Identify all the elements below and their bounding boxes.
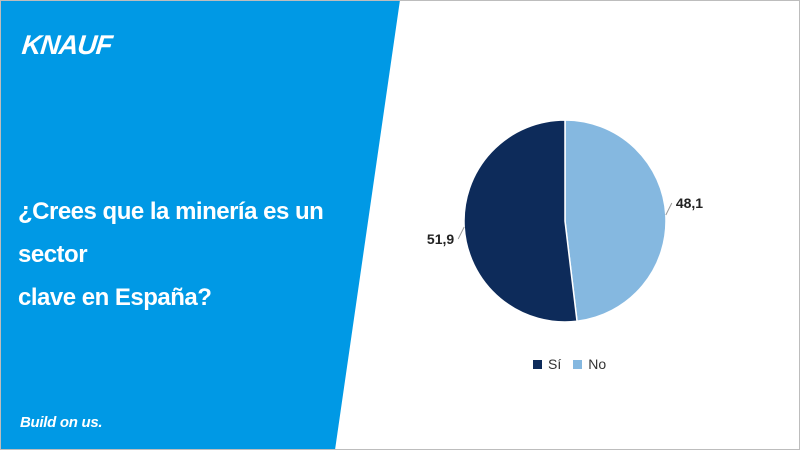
pie-slice-si [463,119,578,323]
legend-item-no: No [573,356,606,372]
question-line-2: clave en España? [18,284,212,311]
data-label-si-leader-line [457,226,465,240]
blue-panel-shape [0,0,400,450]
legend-item-si: Sí [533,356,561,372]
question-line-1: ¿Crees que la minería es un sector [18,198,324,268]
legend-swatch-si [533,359,542,369]
data-label-si: 51,9 [427,231,454,247]
question-title: ¿Crees que la minería es un sector clave… [18,190,378,319]
slogan: Build on us. [20,414,103,431]
legend-swatch-no [573,359,583,369]
legend-label-si: Sí [548,356,562,372]
pie-slice-no [564,119,667,323]
chart-legend: Sí No [533,356,612,372]
legend-label-no: No [588,356,607,372]
data-label-no: 48,1 [676,195,703,211]
data-label-no-leader-line [665,202,673,216]
